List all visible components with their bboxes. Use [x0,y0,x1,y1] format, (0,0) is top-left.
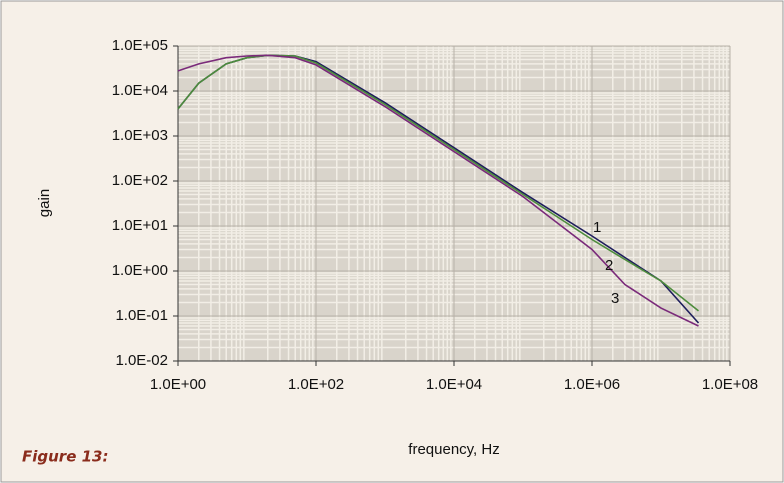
y-tick-label: 1.0E+04 [112,82,168,99]
y-tick-label: 1.0E+02 [112,172,168,189]
x-axis-label: frequency, Hz [408,441,499,458]
x-tick-label: 1.0E+08 [702,376,758,393]
y-tick-label: 1.0E-01 [115,307,168,324]
y-tick-label: 1.0E-02 [115,352,168,369]
y-tick-label: 1.0E+03 [112,127,168,144]
annotation: 1 [593,219,601,236]
annotation: 2 [605,257,613,274]
y-tick-label: 1.0E+05 [112,37,168,54]
series-line [177,54,699,327]
x-tick-label: 1.0E+02 [288,376,344,393]
x-tick-label: 1.0E+04 [426,376,482,393]
caption: Figure 13: [22,448,108,466]
y-tick-label: 1.0E+00 [112,262,168,279]
y-tick-label: 1.0E+01 [112,217,168,234]
x-tick-label: 1.0E+06 [564,376,620,393]
y-axis-label: gain [36,189,53,217]
series-line [177,54,699,312]
annotation: 3 [611,290,619,307]
x-tick-label: 1.0E+00 [150,376,206,393]
